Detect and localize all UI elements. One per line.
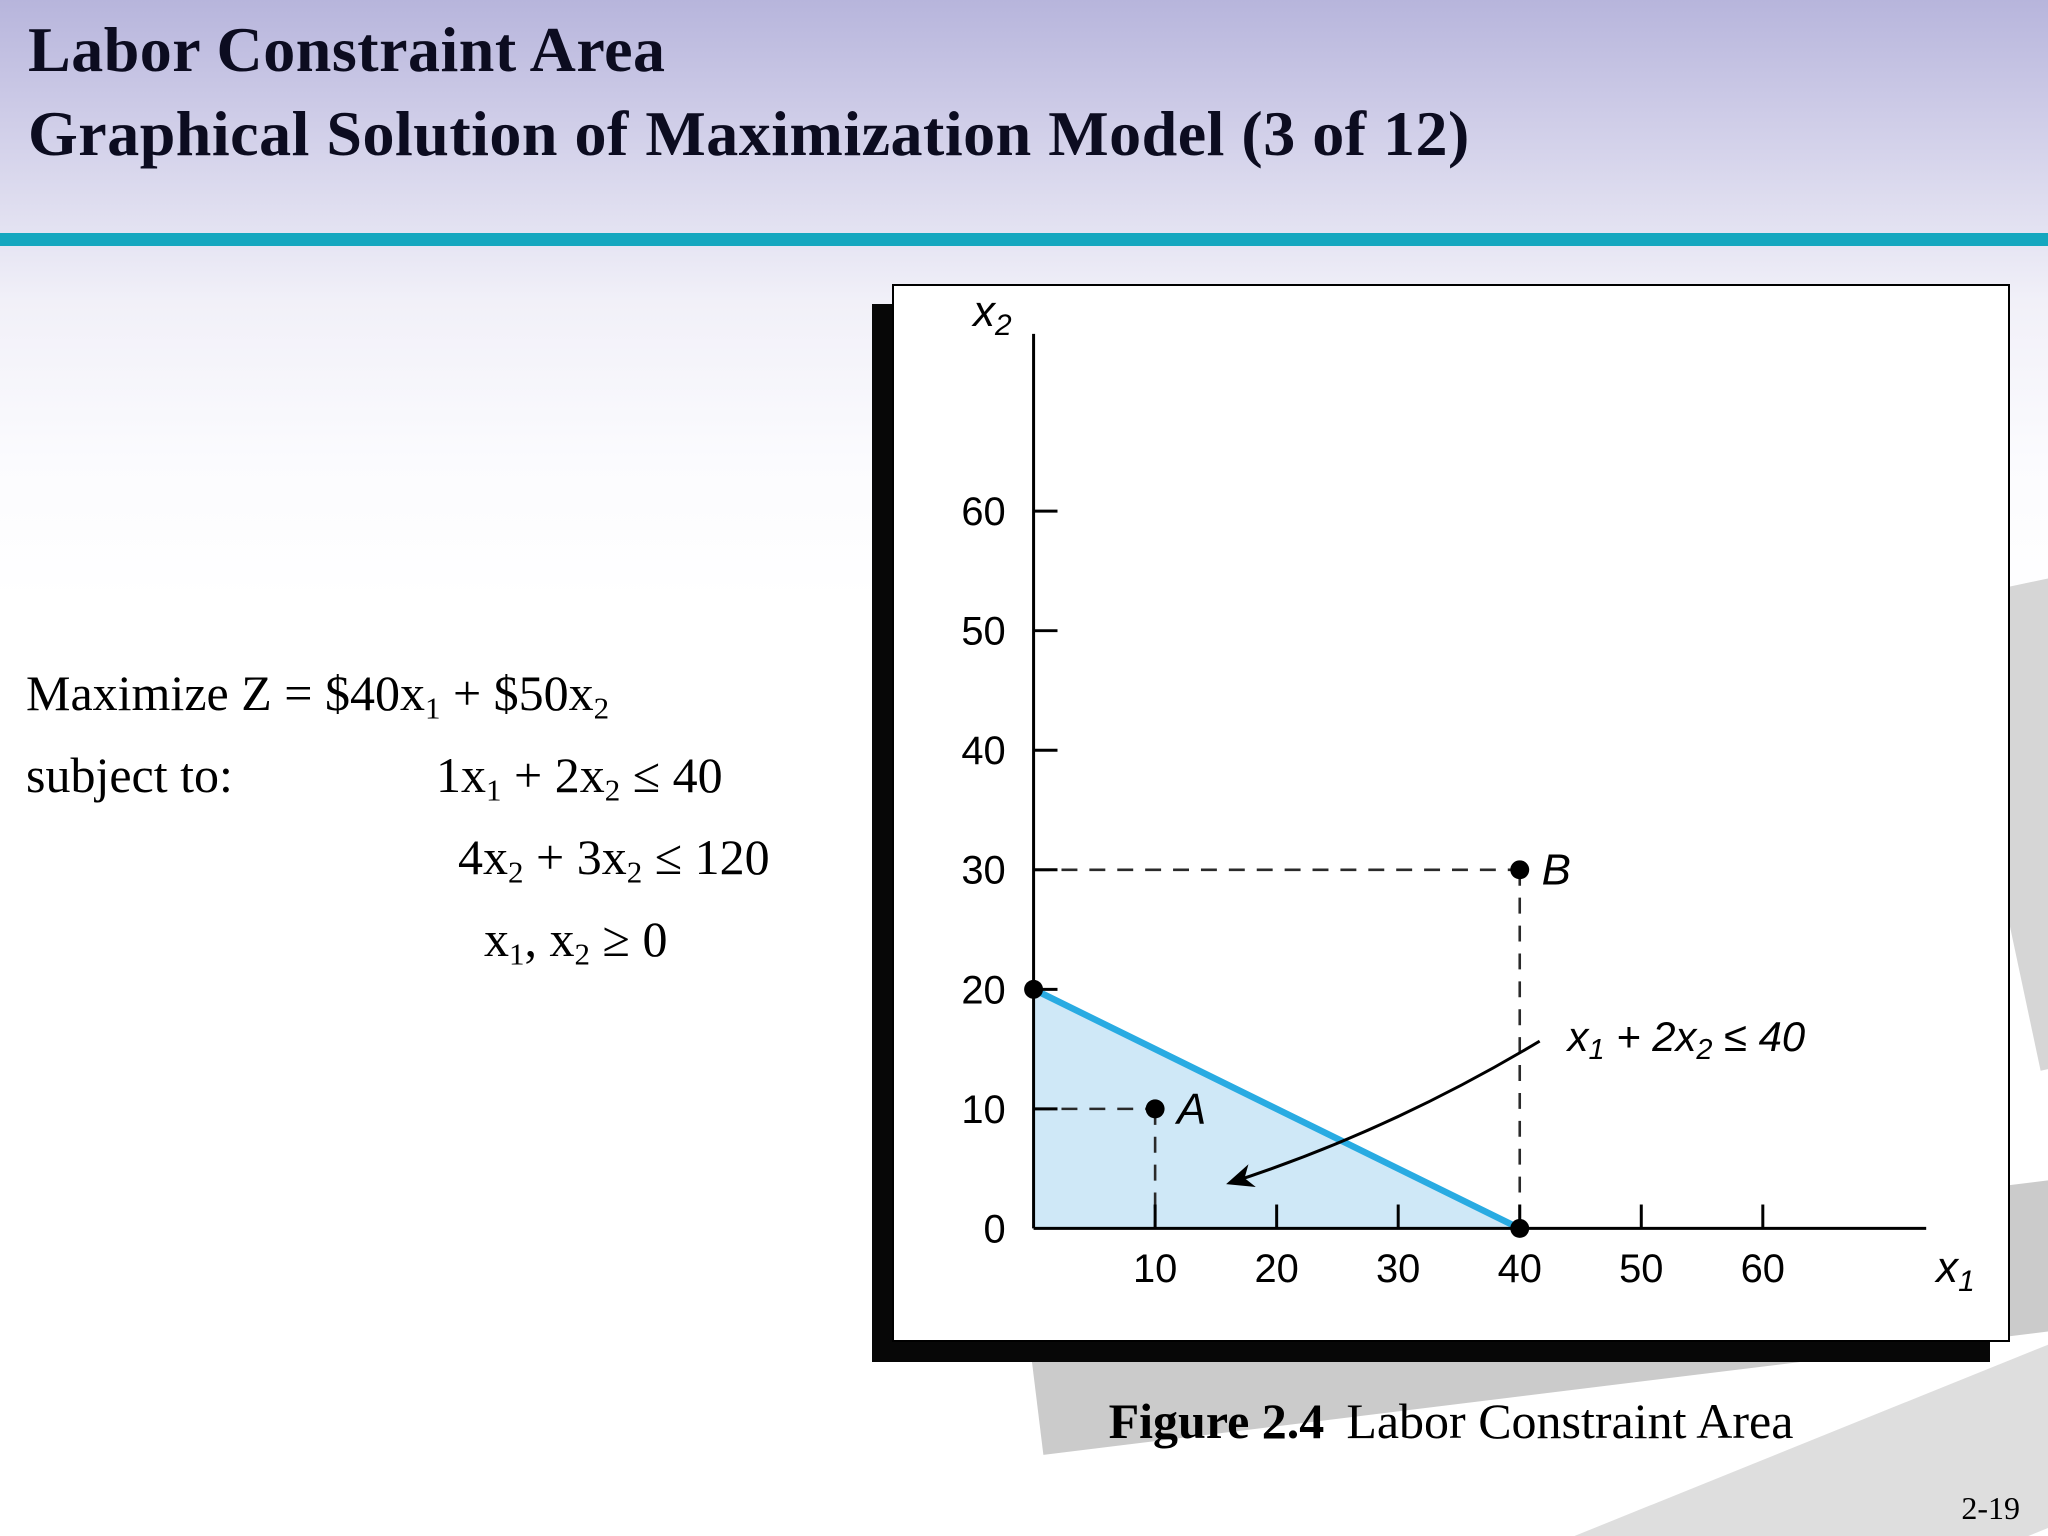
slide-title-line2: Graphical Solution of Maximization Model…	[28, 98, 1470, 170]
slide-header: Labor Constraint Area Graphical Solution…	[28, 8, 1470, 177]
y-axis-label: x2	[971, 287, 1012, 342]
model-constraint-2: 4x2 + 3x2 ≤ 120	[458, 829, 770, 890]
point	[1024, 979, 1044, 999]
constraint-chart: 0 10 20 30 40 50 60 10 20 30 40 50 60 x2 x1 A Bx1 + 2x2 …	[961, 287, 1975, 1298]
x-tick-60: 60	[1741, 1247, 1785, 1291]
x-axis-label: x1	[1934, 1243, 1975, 1298]
y-tick-30: 30	[961, 849, 1005, 893]
point	[1510, 1218, 1530, 1238]
y-tick-20: 20	[961, 968, 1005, 1012]
constraint-line	[1030, 986, 1523, 1232]
x-tick-30: 30	[1376, 1247, 1420, 1291]
annotation-arrow	[1226, 1039, 1541, 1188]
y-tick-40: 40	[961, 729, 1005, 773]
point-B	[1510, 860, 1530, 880]
slide-title-line1: Labor Constraint Area	[28, 14, 666, 85]
page-number: 2-19	[1961, 1490, 2020, 1526]
model-constraint-1: 1x1 + 2x2 ≤ 40	[436, 747, 723, 808]
x-tick-10: 10	[1133, 1247, 1177, 1291]
y-tick-10: 10	[961, 1088, 1005, 1132]
figure-caption-text: Labor Constraint Area	[1346, 1393, 1794, 1449]
guide-lines-B	[1033, 868, 1522, 1229]
x-tick-40: 40	[1498, 1247, 1542, 1291]
accent-rule	[0, 233, 2048, 246]
x-tick-20: 20	[1255, 1247, 1299, 1291]
figure-caption-label: Figure 2.4	[1108, 1393, 1325, 1449]
point-A	[1145, 1099, 1165, 1119]
constraint-annotation: x1 + 2x2 ≤ 40	[1566, 1013, 1806, 1066]
point-label-B: B	[1542, 846, 1571, 895]
model-block: Maximize Z = $40x1 + $50x2 subject to: 1x…	[26, 652, 770, 980]
y-tick-0: 0	[984, 1207, 1006, 1251]
x-tick-50: 50	[1619, 1247, 1663, 1291]
model-constraint-3: x1, x2 ≥ 0	[484, 911, 668, 972]
point-label-A: A	[1174, 1085, 1206, 1134]
figure-caption: Figure 2.4 Labor Constraint Area	[892, 1392, 2010, 1450]
model-subject-label: subject to:	[26, 747, 233, 803]
model-objective: Maximize Z = $40x1 + $50x2	[26, 665, 610, 726]
y-tick-50: 50	[961, 610, 1005, 654]
y-tick-60: 60	[961, 490, 1005, 534]
